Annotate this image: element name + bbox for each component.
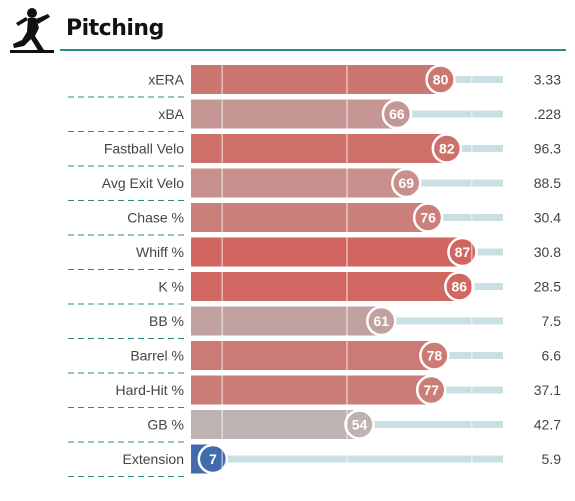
metric-label: xERA bbox=[148, 72, 184, 88]
percentile-bar bbox=[191, 65, 441, 94]
metric-value: 30.4 bbox=[534, 210, 561, 226]
percentile-label: 69 bbox=[398, 175, 414, 191]
metric-value: 30.8 bbox=[534, 244, 561, 260]
percentile-label: 77 bbox=[423, 382, 439, 398]
metric-row: Chase % 76 30.4 bbox=[68, 202, 561, 236]
percentile-circle bbox=[344, 409, 375, 440]
metric-value: 7.5 bbox=[542, 313, 562, 329]
percentile-bar bbox=[191, 272, 460, 301]
percentile-label: 66 bbox=[389, 106, 405, 122]
percentile-bar bbox=[191, 237, 463, 267]
percentile-circle bbox=[412, 202, 444, 233]
percentile-label: 86 bbox=[452, 279, 468, 295]
percentile-bar bbox=[191, 203, 429, 232]
section-header: Pitching bbox=[0, 0, 575, 56]
metric-label: Avg Exit Velo bbox=[102, 175, 184, 191]
percentile-bar bbox=[191, 99, 397, 129]
metric-label: Extension bbox=[123, 451, 184, 467]
percentile-bar bbox=[191, 341, 435, 370]
percentile-circle bbox=[381, 98, 413, 130]
percentile-circle bbox=[419, 340, 450, 371]
percentile-label: 54 bbox=[352, 417, 368, 433]
metric-row: Avg Exit Velo 69 88.5 bbox=[68, 167, 561, 201]
percentile-label: 82 bbox=[439, 141, 455, 157]
metric-label: Whiff % bbox=[136, 244, 184, 260]
percentile-bar bbox=[191, 375, 432, 405]
metric-row: Fastball Velo 82 96.3 bbox=[68, 133, 561, 167]
metric-row: xBA 66 .228 bbox=[68, 98, 561, 132]
percentile-circle bbox=[444, 271, 475, 302]
percentile-circle bbox=[425, 64, 456, 95]
percentile-circle bbox=[447, 236, 478, 268]
metric-value: 88.5 bbox=[534, 175, 561, 191]
metric-row: Hard-Hit % 77 37.1 bbox=[68, 374, 561, 408]
percentile-bar bbox=[191, 134, 447, 163]
metric-row: GB % 54 42.7 bbox=[68, 409, 561, 443]
metric-label: Chase % bbox=[127, 210, 184, 226]
metric-value: 3.33 bbox=[534, 72, 561, 88]
metric-label: BB % bbox=[149, 313, 184, 329]
metric-row: BB % 61 7.5 bbox=[68, 305, 562, 339]
percentile-label: 78 bbox=[427, 348, 443, 364]
percentile-label: 80 bbox=[433, 72, 449, 88]
metric-row: Whiff % 87 30.8 bbox=[68, 236, 561, 270]
metric-value: 28.5 bbox=[534, 279, 561, 295]
metric-label: Barrel % bbox=[130, 348, 184, 364]
percentile-label: 87 bbox=[455, 244, 471, 260]
percentile-bar bbox=[191, 410, 360, 439]
percentile-circle bbox=[431, 133, 463, 164]
metric-label: Hard-Hit % bbox=[116, 382, 184, 398]
metric-value: 6.6 bbox=[542, 348, 562, 364]
percentile-label: 76 bbox=[420, 210, 436, 226]
metric-value: .228 bbox=[534, 106, 561, 122]
metric-label: GB % bbox=[147, 417, 184, 433]
metric-value: 96.3 bbox=[534, 141, 561, 157]
metric-label: K % bbox=[158, 279, 184, 295]
percentile-circle bbox=[366, 305, 397, 337]
percentile-circle bbox=[197, 443, 229, 475]
metric-value: 5.9 bbox=[542, 451, 562, 467]
pitcher-silhouette-icon bbox=[10, 8, 54, 53]
metric-label: Fastball Velo bbox=[104, 141, 184, 157]
metric-label: xBA bbox=[158, 106, 184, 122]
metric-value: 37.1 bbox=[534, 382, 561, 398]
metric-row: Extension 7 5.9 bbox=[68, 443, 562, 477]
percentile-label: 7 bbox=[209, 451, 217, 467]
metric-row: xERA 80 3.33 bbox=[68, 64, 561, 98]
percentile-bar bbox=[191, 306, 382, 336]
metric-row: K % 86 28.5 bbox=[68, 271, 561, 305]
percentile-circle bbox=[415, 374, 447, 406]
page-title: Pitching bbox=[66, 16, 164, 41]
percentile-bar bbox=[191, 168, 407, 198]
percentile-circle bbox=[391, 167, 422, 199]
percentile-label: 61 bbox=[374, 313, 390, 329]
percentile-bar-chart: xERA 80 3.33 xBA 66 .228 Fastball Velo 82 96.3 Av… bbox=[68, 63, 562, 477]
header-divider bbox=[60, 49, 566, 51]
metric-value: 42.7 bbox=[534, 417, 561, 433]
metric-row: Barrel % 78 6.6 bbox=[68, 340, 562, 374]
